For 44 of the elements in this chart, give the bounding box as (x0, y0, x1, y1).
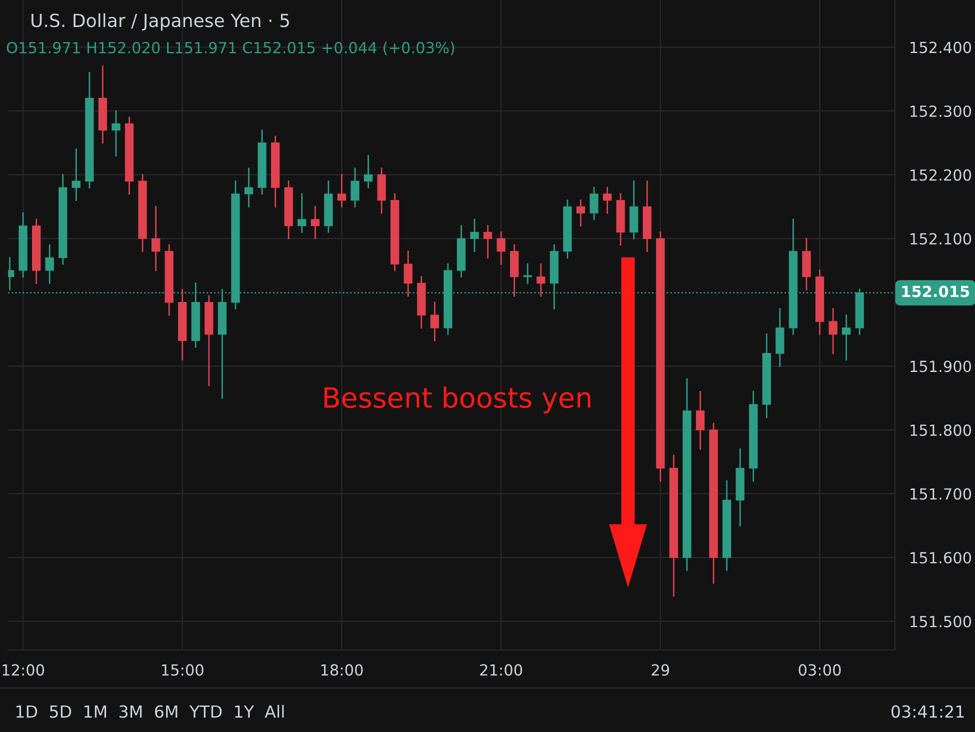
candlestick (404, 250, 412, 297)
candlestick (523, 263, 532, 284)
x-tick-label: 15:00 (162, 664, 204, 676)
candlestick (72, 148, 80, 201)
candlestick (337, 174, 346, 208)
annotation: Bessent boosts yen (324, 386, 590, 414)
x-tick-label: 12:00 (2, 664, 44, 676)
candlestick (590, 186, 598, 220)
y-tick-label: 151.700 (910, 488, 972, 500)
candlestick (298, 193, 306, 233)
candlestick (152, 206, 160, 272)
candlestick (364, 154, 373, 188)
text: U.S. Dollar / Japanese Yen · 5 (32, 13, 289, 31)
candlestick (828, 308, 838, 354)
x-tick-label: 03:00 (798, 664, 841, 676)
y-tick-label: 152.200 (910, 169, 972, 181)
y-tick-label: 151.500 (910, 616, 972, 628)
candlestick (496, 231, 506, 265)
y-tick-label: 152.100 (910, 233, 972, 245)
candlestick (576, 200, 586, 227)
y-tick-label: 152.400 (910, 42, 972, 54)
candlestick (696, 390, 705, 450)
y-tick-label: 152.300 (910, 105, 972, 118)
ref-line-label: 152.015 (902, 286, 970, 298)
y-tick-label: 151.800 (910, 424, 972, 436)
candlestick (470, 218, 479, 252)
x-tick-label: 21:00 (480, 664, 522, 676)
y-tick-label: 151.600 (910, 552, 972, 564)
text: 03:41:21 (891, 705, 964, 718)
candlestick (350, 168, 360, 208)
candlestick (483, 225, 492, 258)
candlestick (112, 110, 120, 156)
candlestick (430, 302, 440, 342)
x-tick-label: 18:00 (321, 664, 363, 676)
y-tick-label: 151.900 (910, 360, 972, 372)
candlestick (244, 168, 254, 208)
candlestick (602, 186, 612, 214)
x-tick-label: 29 (652, 664, 670, 676)
candlestick (45, 244, 54, 284)
candlestick (536, 263, 546, 297)
text: O151.971 H152.020 L151.971 C152.015 +0.044 (+0.03%) (6, 42, 454, 56)
text: 1D 5D 1M 3M 6M YTD 1Y All (16, 704, 284, 718)
candlestick (842, 314, 851, 360)
candlestick (310, 206, 320, 240)
